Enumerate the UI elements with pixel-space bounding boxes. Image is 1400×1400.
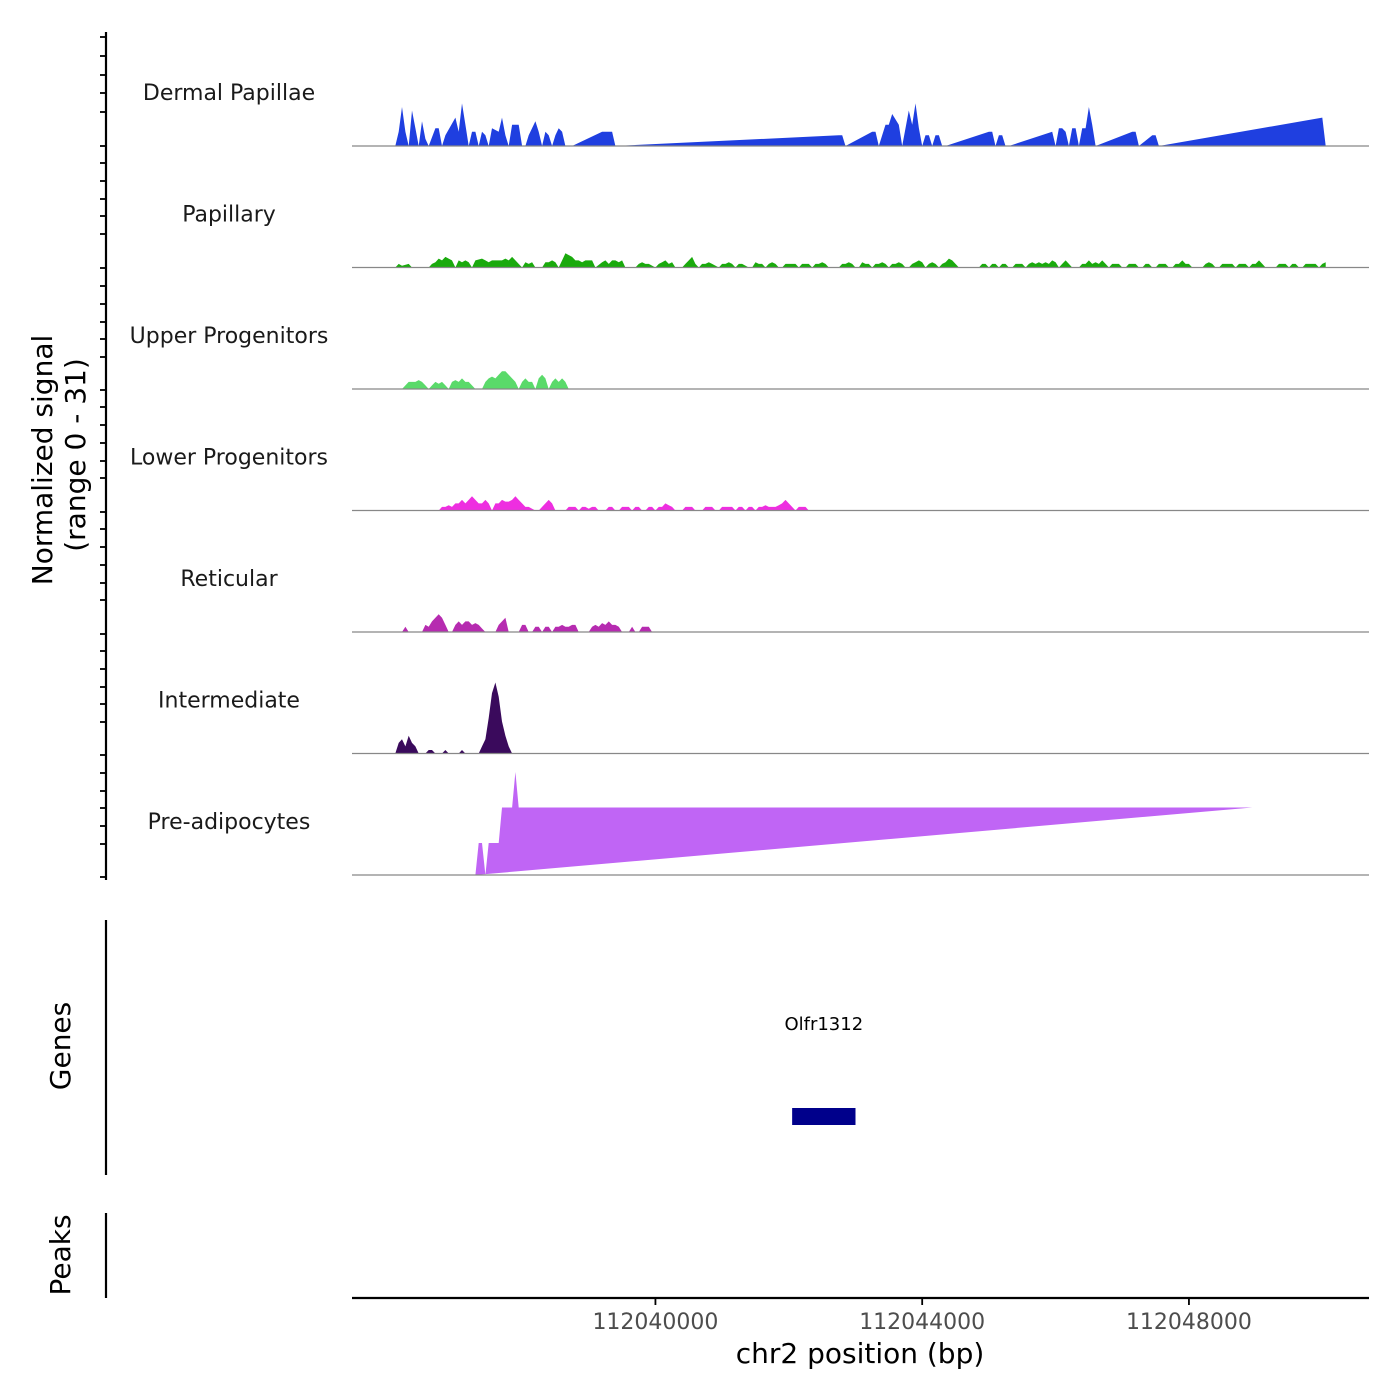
track-reticular: Reticular — [180, 567, 1369, 633]
gene-track: Olfr1312 — [784, 1014, 863, 1125]
signal-area — [438, 496, 1309, 511]
x-axis-title: chr2 position (bp) — [736, 1337, 985, 1370]
signal-area — [395, 682, 1326, 754]
track-label: Lower Progenitors — [130, 446, 328, 471]
gene-body — [792, 1108, 856, 1125]
x-axis-ticks: 112040000 112044000 112048000 — [592, 1298, 1252, 1335]
track-label: Pre-adipocytes — [148, 810, 311, 835]
track-pre-adipocytes: Pre-adipocytes — [148, 772, 1369, 876]
y-axis-title-line1: Normalized signal — [26, 335, 59, 586]
peaks-panel-label: Peaks — [44, 1214, 77, 1295]
signal-y-axis — [100, 32, 108, 880]
track-label: Reticular — [180, 567, 278, 592]
gene-label: Olfr1312 — [784, 1014, 863, 1035]
track-papillary: Papillary — [182, 203, 1369, 269]
track-label: Papillary — [182, 203, 276, 228]
x-tick-label: 112048000 — [1126, 1310, 1252, 1335]
track-upper-progenitors: Upper Progenitors — [130, 324, 1369, 390]
genes-panel-label: Genes — [44, 1002, 77, 1090]
track-label: Upper Progenitors — [130, 324, 329, 349]
track-intermediate: Intermediate — [158, 682, 1369, 755]
track-dermal-papillae: Dermal Papillae — [143, 81, 1369, 147]
x-tick-label: 112040000 — [592, 1310, 718, 1335]
track-label: Intermediate — [158, 689, 300, 714]
signal-area — [395, 103, 1326, 146]
track-label: Dermal Papillae — [143, 81, 315, 106]
y-axis-title-line2: (range 0 - 31) — [59, 358, 92, 552]
signal-tracks: Dermal Papillae Papillary Upper Progenitor… — [130, 81, 1369, 876]
track-lower-progenitors: Lower Progenitors — [130, 446, 1369, 512]
x-tick-label: 112044000 — [859, 1310, 985, 1335]
signal-area — [395, 253, 1326, 268]
signal-area — [402, 371, 1326, 389]
signal-area — [475, 772, 1253, 875]
